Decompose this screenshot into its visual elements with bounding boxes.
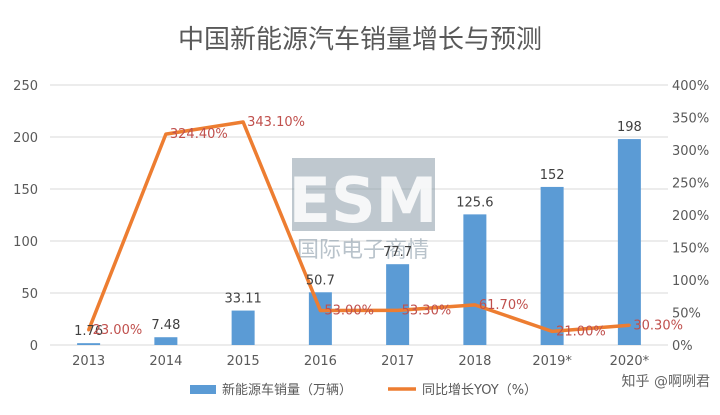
- legend-label-line: 同比增长YOY（%）: [422, 383, 537, 398]
- bar: [540, 186, 564, 345]
- bar-value-label: 33.11: [225, 292, 262, 307]
- y-right-tick-label: 0%: [672, 339, 693, 354]
- y-right-tick-label: 150%: [672, 242, 709, 257]
- bar: [617, 139, 641, 345]
- x-tick-label: 2017: [381, 354, 414, 369]
- y-right-tick-label: 400%: [672, 79, 709, 94]
- legend-swatch-bar: [190, 385, 216, 394]
- bar: [308, 292, 332, 345]
- axes: 0 50 100 150 200 250 0% 50% 100% 150% 200% 250% 300%…: [13, 79, 709, 369]
- x-tick-label: 2018: [458, 354, 491, 369]
- bar-value-label: 125.6: [456, 195, 493, 210]
- credit-text: 知乎 @啊咧君: [622, 373, 710, 390]
- gridlines: [50, 84, 668, 346]
- line-point: [318, 309, 322, 313]
- line-value-label: 53.30%: [402, 303, 452, 318]
- y-right-tick-label: 350%: [672, 112, 709, 127]
- line-value-label: 53.00%: [324, 304, 374, 319]
- bar-series: [77, 139, 641, 345]
- bar: [386, 264, 410, 345]
- bar: [231, 310, 255, 345]
- watermark-logo: ESM: [289, 164, 438, 237]
- bar-value-label: 50.7: [306, 273, 335, 288]
- bar: [77, 343, 101, 345]
- line-point: [396, 308, 400, 312]
- x-tick-label: 2016: [304, 354, 337, 369]
- line-value-label: 343.10%: [247, 115, 305, 130]
- y-left-tick-label: 250: [13, 79, 38, 94]
- line-point: [473, 303, 477, 307]
- x-tick-label: 2013: [72, 354, 105, 369]
- line-value-label: 61.70%: [479, 298, 529, 313]
- y-left-tick-label: 200: [13, 131, 38, 146]
- x-tick-label: 2014: [149, 354, 182, 369]
- line-point: [164, 132, 168, 136]
- bar-value-label: 77.7: [383, 245, 412, 260]
- line-value-label: 30.30%: [633, 318, 683, 333]
- bar-value-label: 7.48: [151, 318, 180, 333]
- x-tick-label: 2020*: [610, 354, 650, 369]
- line-value-label: 21.00%: [556, 324, 606, 339]
- x-tick-label: 2019*: [532, 354, 572, 369]
- watermark-subtitle: 国际电子商情: [297, 238, 429, 263]
- data-labels: 1.76 7.48 33.11 50.7 77.7 125.6 152 198 23.00% 32…: [74, 115, 683, 339]
- chart-title: 中国新能源汽车销量增长与预测: [178, 25, 542, 55]
- legend: 新能源车销量（万辆） 同比增长YOY（%）: [190, 382, 537, 398]
- y-right-tick-label: 200%: [672, 209, 709, 224]
- line-point: [550, 329, 554, 333]
- y-left-tick-label: 150: [13, 183, 38, 198]
- line-series: [86, 120, 631, 334]
- y-left-tick-label: 100: [13, 235, 38, 250]
- bar: [154, 337, 178, 345]
- legend-label-bar: 新能源车销量（万辆）: [222, 382, 352, 398]
- line-value-label: 23.00%: [93, 323, 143, 338]
- y-right-tick-label: 100%: [672, 274, 709, 289]
- bar-value-label: 152: [540, 168, 565, 183]
- y-left-tick-label: 50: [21, 287, 38, 302]
- bar: [463, 214, 487, 345]
- watermark-logo-box: [292, 158, 435, 231]
- line-point: [627, 323, 631, 327]
- line-point: [241, 120, 245, 124]
- bar-value-label: 1.76: [74, 324, 103, 339]
- line-point: [87, 328, 91, 332]
- y-right-tick-label: 250%: [672, 177, 709, 192]
- x-tick-label: 2015: [227, 354, 260, 369]
- y-left-tick-label: 0: [30, 339, 38, 354]
- line-value-label: 324.40%: [170, 127, 228, 142]
- line-path: [86, 120, 630, 334]
- y-right-tick-label: 300%: [672, 144, 709, 159]
- watermark: ESM 国际电子商情: [289, 158, 438, 263]
- y-right-tick-label: 50%: [672, 307, 701, 322]
- bar-value-label: 198: [617, 120, 642, 135]
